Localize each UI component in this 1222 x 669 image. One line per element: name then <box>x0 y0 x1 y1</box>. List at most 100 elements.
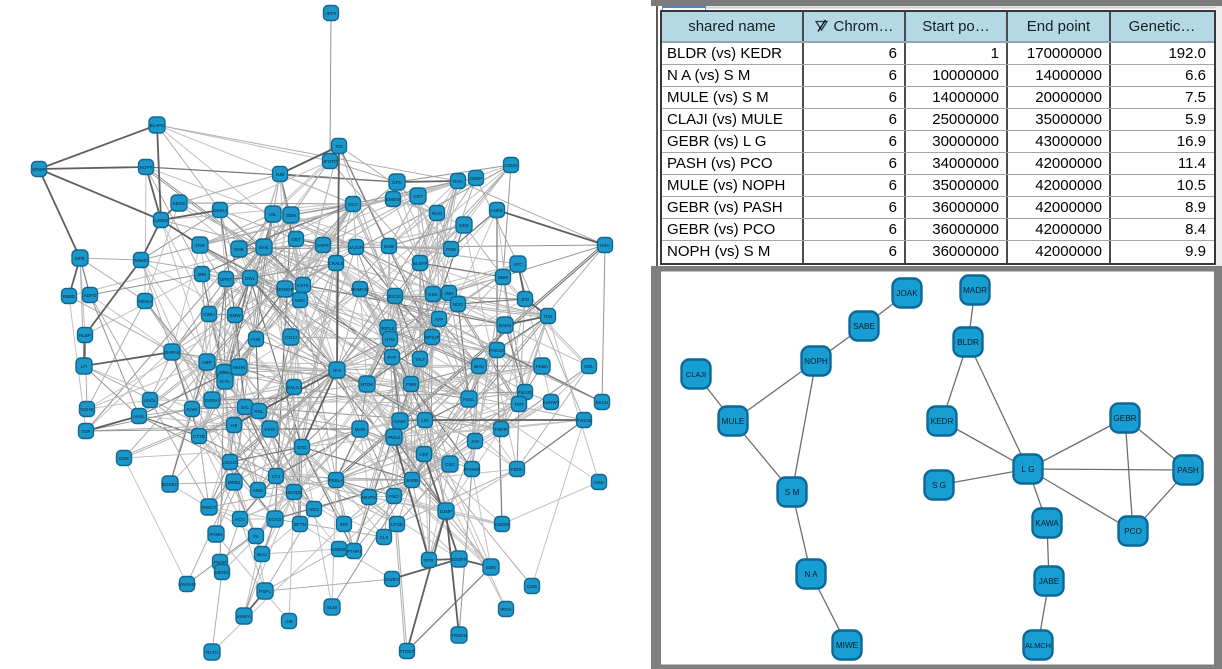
svg-text:MRBJ: MRBJ <box>228 480 241 485</box>
svg-text:JTIR: JTIR <box>195 243 205 248</box>
svg-text:MTDK: MTDK <box>360 382 374 387</box>
svg-text:NWC: NWC <box>295 298 307 303</box>
svg-text:GEBR: GEBR <box>1113 414 1136 423</box>
svg-text:MON: MON <box>355 427 366 432</box>
svg-text:DGRH: DGRH <box>205 398 219 403</box>
svg-text:MENG: MENG <box>215 570 229 575</box>
svg-text:RNL: RNL <box>254 409 264 414</box>
svg-text:KBBD: KBBD <box>63 294 76 299</box>
svg-text:PMD: PMD <box>446 247 457 252</box>
svg-text:PASH: PASH <box>1177 466 1199 475</box>
svg-text:ADFO: ADFO <box>84 293 97 298</box>
svg-text:USFK: USFK <box>317 243 330 248</box>
svg-text:GEWJ: GEWJ <box>138 299 151 304</box>
svg-text:DRL: DRL <box>584 364 594 369</box>
svg-text:HWSAM: HWSAM <box>178 582 196 587</box>
svg-text:RIFLE: RIFLE <box>381 326 394 331</box>
svg-text:CTTB: CTTB <box>193 434 205 439</box>
svg-text:OPKT: OPKT <box>220 277 233 282</box>
svg-text:HHI: HHI <box>333 368 341 373</box>
svg-text:CFJ: CFJ <box>272 474 280 479</box>
svg-text:FNW: FNW <box>406 382 417 387</box>
svg-text:ICTL: ICTL <box>220 379 230 384</box>
svg-text:KAM: KAM <box>187 407 197 412</box>
svg-text:COJJ: COJJ <box>285 335 296 340</box>
svg-text:TDR: TDR <box>81 429 91 434</box>
svg-text:HSU: HSU <box>600 243 610 248</box>
svg-text:CLS: CLS <box>380 535 389 540</box>
svg-text:CLAJI: CLAJI <box>686 370 706 379</box>
svg-text:KMIFA: KMIFA <box>237 614 252 619</box>
svg-text:ECKD: ECKD <box>269 517 282 522</box>
svg-text:HJB: HJB <box>276 172 285 177</box>
svg-text:BGKEC: BGKEC <box>162 482 179 487</box>
svg-text:GPC: GPC <box>392 180 403 185</box>
svg-text:MADR: MADR <box>963 286 987 295</box>
svg-text:JFD: JFD <box>521 297 530 302</box>
svg-text:BLDR: BLDR <box>957 338 979 347</box>
svg-text:DAKN: DAKN <box>499 323 512 328</box>
svg-text:FKBA: FKBA <box>536 364 549 369</box>
svg-text:JHDB: JHDB <box>406 478 418 483</box>
svg-text:OOK: OOK <box>119 456 130 461</box>
svg-text:FHR: FHR <box>251 337 261 342</box>
svg-text:JAK: JAK <box>471 439 480 444</box>
svg-text:PMLS: PMLS <box>388 435 401 440</box>
svg-text:KAWA: KAWA <box>1035 519 1059 528</box>
svg-text:IROA: IROA <box>500 607 512 612</box>
svg-text:LNKE: LNKE <box>491 208 503 213</box>
svg-text:KKOI: KKOI <box>265 427 276 432</box>
svg-text:ENB: ENB <box>234 247 243 252</box>
svg-text:PAMN: PAMN <box>210 532 223 537</box>
svg-text:AHSL: AHSL <box>133 414 145 419</box>
svg-text:TWHF: TWHF <box>494 427 507 432</box>
svg-text:PCO: PCO <box>1124 527 1142 536</box>
svg-text:TDI: TDI <box>335 144 342 149</box>
svg-text:SBOS: SBOS <box>173 201 186 206</box>
svg-text:EDOFF: EDOFF <box>451 557 467 562</box>
svg-text:HDODE: HDODE <box>286 490 303 495</box>
svg-text:OLG: OLG <box>348 202 358 207</box>
svg-text:NUO: NUO <box>432 211 443 216</box>
svg-text:L G: L G <box>1022 465 1035 474</box>
svg-text:AFP: AFP <box>435 317 444 322</box>
svg-text:TMT: TMT <box>514 402 524 407</box>
svg-text:SRWP: SRWP <box>32 167 46 172</box>
svg-text:OALGJ: OALGJ <box>286 385 301 390</box>
svg-text:DHRAB: DHRAB <box>164 350 180 355</box>
svg-text:PNSP: PNSP <box>214 560 227 565</box>
svg-text:GSHE: GSHE <box>80 407 93 412</box>
svg-text:CSC: CSC <box>445 462 455 467</box>
svg-text:CDDK: CDDK <box>504 163 518 168</box>
svg-text:BLAPE: BLAPE <box>150 123 165 128</box>
svg-text:MRI: MRI <box>198 272 206 277</box>
svg-text:JFOTP: JFOTP <box>323 159 338 164</box>
svg-text:JOAK: JOAK <box>896 289 918 298</box>
svg-text:EMEW: EMEW <box>386 197 401 202</box>
svg-text:SABE: SABE <box>853 322 875 331</box>
svg-text:NNMCW: NNMCW <box>351 287 370 292</box>
svg-text:KUHWT: KUHWT <box>543 400 560 405</box>
svg-text:ATC: ATC <box>514 262 524 267</box>
svg-text:JNH: JNH <box>445 291 454 296</box>
svg-text:MJW: MJW <box>384 244 395 249</box>
svg-text:S M: S M <box>785 488 800 497</box>
svg-text:HKHN: HKHN <box>232 365 245 370</box>
svg-text:RTR: RTR <box>424 558 434 563</box>
svg-text:LGOJO: LGOJO <box>222 460 238 465</box>
svg-text:BMW: BMW <box>229 313 241 318</box>
svg-text:EBN: EBN <box>486 565 495 570</box>
svg-text:EICJC: EICJC <box>388 294 402 299</box>
svg-text:S G: S G <box>932 481 946 490</box>
svg-text:DJMP: DJMP <box>440 509 453 514</box>
svg-text:PAKUG: PAKUG <box>489 348 505 353</box>
svg-text:AIB: AIB <box>285 619 292 624</box>
svg-text:ACG: ACG <box>235 517 245 522</box>
svg-text:LUWNF: LUWNF <box>153 218 170 223</box>
svg-text:LID: LID <box>421 418 429 423</box>
svg-text:BBM: BBM <box>498 275 508 280</box>
svg-text:NOPH: NOPH <box>804 357 828 366</box>
svg-text:ALMCH: ALMCH <box>1025 641 1051 650</box>
svg-text:TTDDT: TTDDT <box>399 649 414 654</box>
svg-text:BHU: BHU <box>474 364 484 369</box>
